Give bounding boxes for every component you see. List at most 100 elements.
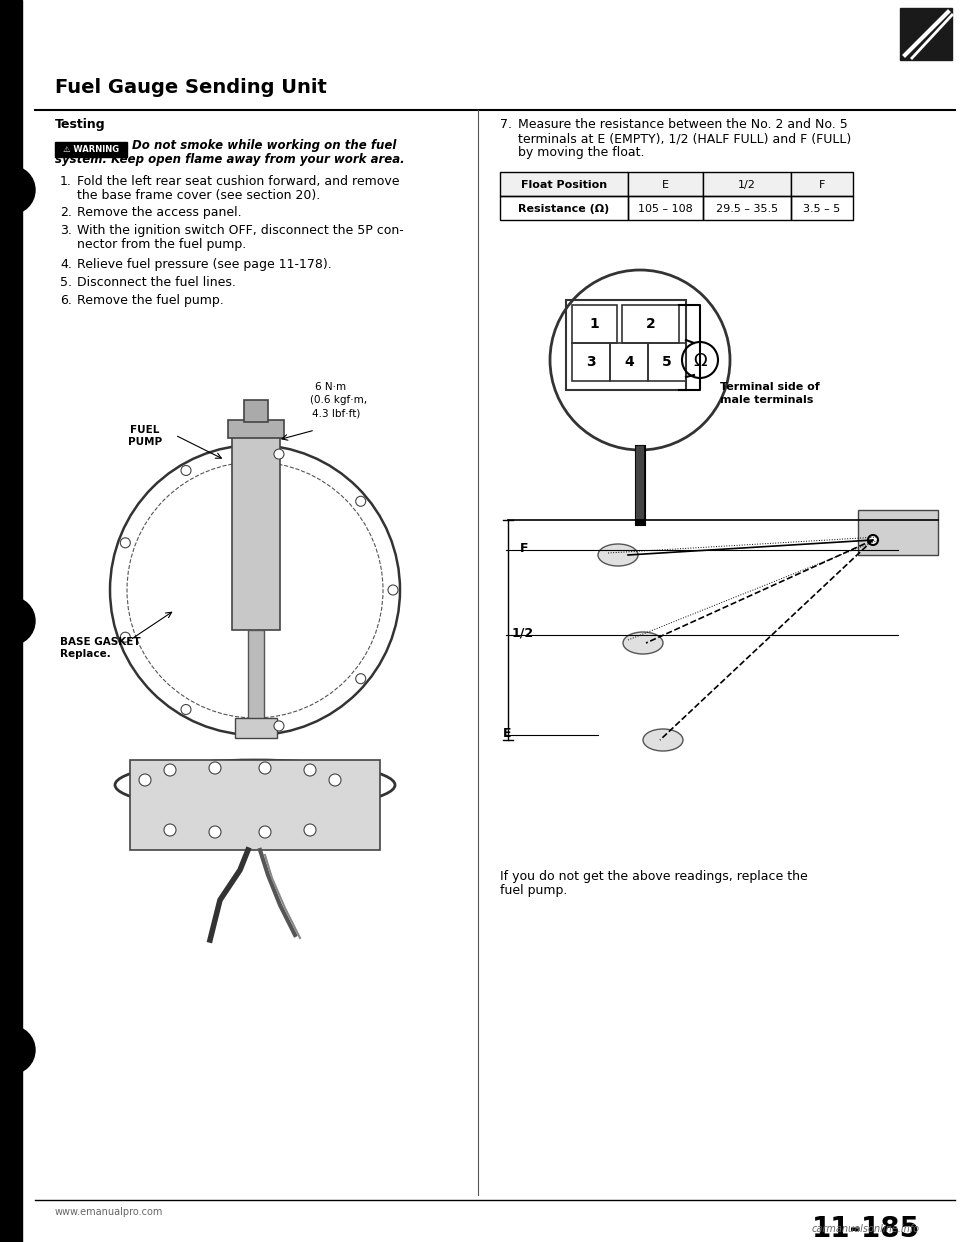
Ellipse shape [643, 729, 683, 751]
Text: carmanualsonline.info: carmanualsonline.info [812, 1225, 920, 1235]
Text: 1/2: 1/2 [512, 627, 534, 640]
Text: BASE GASKET: BASE GASKET [60, 637, 140, 647]
Bar [572, 306, 617, 343]
Text: 3.: 3. [60, 224, 72, 237]
Bar [628, 171, 703, 196]
Text: 4.3 lbf·ft): 4.3 lbf·ft) [312, 409, 360, 419]
Bar [703, 171, 791, 196]
Ellipse shape [598, 544, 638, 566]
Text: system. Keep open flame away from your work area.: system. Keep open flame away from your w… [55, 153, 404, 166]
Text: ⚠ WARNING: ⚠ WARNING [63, 145, 119, 154]
Text: If you do not get the above readings, replace the: If you do not get the above readings, re… [500, 869, 807, 883]
Text: Ω: Ω [693, 351, 707, 370]
Text: 3.5 – 5: 3.5 – 5 [804, 204, 841, 214]
Text: Measure the resistance between the No. 2 and No. 5: Measure the resistance between the No. 2… [518, 118, 848, 130]
Text: Resistance (Ω): Resistance (Ω) [518, 204, 610, 214]
Text: 5: 5 [662, 355, 672, 369]
Bar [858, 510, 938, 555]
Bar [130, 760, 380, 850]
Text: 6 N·m: 6 N·m [315, 383, 347, 392]
Bar [248, 630, 264, 720]
Text: 1.: 1. [60, 175, 72, 188]
Text: Relieve fuel pressure (see page 11-178).: Relieve fuel pressure (see page 11-178). [77, 258, 332, 271]
Text: F: F [819, 180, 826, 190]
Bar [791, 196, 853, 220]
Text: Remove the access panel.: Remove the access panel. [77, 206, 242, 219]
Text: 2.: 2. [60, 206, 72, 219]
Bar [244, 400, 268, 422]
Text: With the ignition switch OFF, disconnect the 5P con-: With the ignition switch OFF, disconnect… [77, 224, 404, 237]
Text: 29.5 – 35.5: 29.5 – 35.5 [716, 204, 778, 214]
Bar [703, 196, 791, 220]
Bar [622, 306, 679, 343]
Circle shape [139, 774, 151, 786]
Bar [566, 301, 686, 390]
Text: the base frame cover (see section 20).: the base frame cover (see section 20). [77, 189, 321, 202]
Bar [500, 196, 628, 220]
Circle shape [259, 826, 271, 838]
Circle shape [164, 764, 176, 776]
Text: www.emanualpro.com: www.emanualpro.com [55, 1207, 163, 1217]
Circle shape [0, 1026, 35, 1074]
Circle shape [259, 763, 271, 774]
Circle shape [550, 270, 730, 450]
Text: 7.: 7. [500, 118, 512, 130]
Circle shape [181, 704, 191, 714]
Text: FUEL
PUMP: FUEL PUMP [128, 425, 162, 447]
Text: nector from the fuel pump.: nector from the fuel pump. [77, 238, 247, 251]
Text: E: E [662, 180, 669, 190]
Text: 4.: 4. [60, 258, 72, 271]
Circle shape [356, 673, 366, 683]
Text: 11-185: 11-185 [812, 1215, 920, 1242]
Circle shape [120, 538, 131, 548]
Text: (0.6 kgf·m,: (0.6 kgf·m, [310, 395, 367, 405]
Bar [232, 430, 280, 630]
Text: Fold the left rear seat cushion forward, and remove: Fold the left rear seat cushion forward,… [77, 175, 399, 188]
Text: 3: 3 [587, 355, 596, 369]
Text: male terminals: male terminals [720, 395, 813, 405]
Circle shape [0, 597, 35, 645]
Text: 1: 1 [589, 317, 599, 332]
Text: 105 – 108: 105 – 108 [638, 204, 693, 214]
Circle shape [868, 535, 878, 545]
Text: Terminal side of: Terminal side of [720, 383, 820, 392]
Text: fuel pump.: fuel pump. [500, 884, 567, 897]
Bar [0, 0, 22, 1242]
Text: Replace.: Replace. [60, 650, 110, 660]
Circle shape [181, 466, 191, 476]
Circle shape [209, 763, 221, 774]
Circle shape [388, 585, 398, 595]
Text: Fuel Gauge Sending Unit: Fuel Gauge Sending Unit [55, 78, 326, 97]
Text: Disconnect the fuel lines.: Disconnect the fuel lines. [77, 276, 236, 289]
Circle shape [274, 450, 284, 460]
Text: 2: 2 [646, 317, 656, 332]
Bar [235, 718, 277, 738]
Text: Do not smoke while working on the fuel: Do not smoke while working on the fuel [132, 139, 396, 152]
Bar [628, 196, 703, 220]
Circle shape [329, 774, 341, 786]
Bar [500, 171, 628, 196]
Text: 4: 4 [624, 355, 634, 369]
Bar [610, 343, 648, 381]
Text: 6.: 6. [60, 294, 72, 307]
Circle shape [120, 632, 131, 642]
Bar [648, 343, 686, 381]
Circle shape [304, 764, 316, 776]
Bar [791, 171, 853, 196]
Circle shape [164, 823, 176, 836]
Bar [900, 7, 952, 60]
Text: Float Position: Float Position [521, 180, 607, 190]
Circle shape [356, 497, 366, 507]
Text: 1/2: 1/2 [738, 180, 756, 190]
Circle shape [0, 166, 35, 214]
Text: E: E [503, 727, 512, 740]
Text: Remove the fuel pump.: Remove the fuel pump. [77, 294, 224, 307]
Bar [572, 343, 610, 381]
Text: Testing: Testing [55, 118, 106, 130]
Text: by moving the float.: by moving the float. [518, 147, 644, 159]
Circle shape [274, 720, 284, 730]
Bar [55, 142, 127, 156]
Text: F: F [520, 542, 529, 555]
Circle shape [209, 826, 221, 838]
Circle shape [304, 823, 316, 836]
